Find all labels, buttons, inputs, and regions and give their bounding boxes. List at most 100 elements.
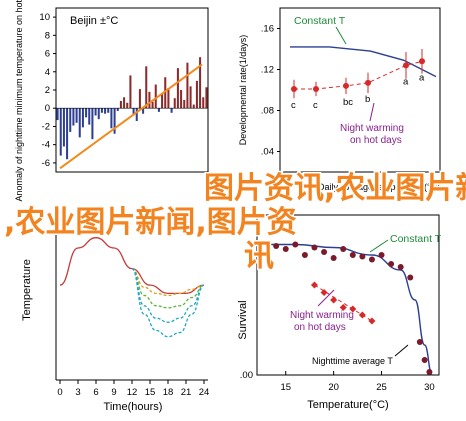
bar — [145, 66, 148, 109]
panel-bottom-right: Survival Temperature(°C) 15 20 25 30 .00 Con… — [237, 214, 442, 411]
annotation-night2: on hot days — [294, 322, 346, 333]
survival-point — [421, 357, 428, 363]
x-tick-label: 30 — [424, 382, 435, 393]
point-label: bc — [343, 97, 353, 108]
bar — [104, 108, 107, 114]
bar — [126, 102, 129, 109]
y-axis-label: Survival — [237, 300, 249, 339]
annotation-arrow — [369, 102, 375, 122]
y-axis-label: Temperature — [21, 259, 33, 321]
survival-point — [416, 339, 423, 345]
annotation-arrow — [369, 239, 389, 253]
watermark-line-2: ,农业图片新闻,图片资 — [4, 205, 297, 240]
y-tick-label: 2 — [45, 85, 50, 96]
point-label: a — [403, 76, 409, 87]
data-point — [419, 58, 425, 65]
y-tick-label: 0 — [45, 103, 50, 114]
panel-frame — [55, 7, 209, 173]
bar — [59, 108, 62, 156]
bars — [56, 57, 208, 160]
bar — [78, 108, 81, 138]
survival-point — [349, 252, 356, 258]
bar — [189, 86, 192, 109]
bar — [138, 89, 141, 109]
point-label: b — [365, 94, 370, 105]
bar — [186, 62, 189, 109]
bar — [167, 88, 170, 109]
data-points — [273, 241, 433, 375]
point-label: c — [313, 100, 318, 111]
night-warming-point — [349, 305, 357, 313]
y-ticks: .16 .12 .08 .04 — [261, 24, 280, 158]
panel-title: Beijin ±°C — [70, 15, 118, 27]
night-warming-point — [310, 281, 318, 289]
bar — [135, 108, 138, 121]
x-tick-label: 9 — [111, 387, 116, 398]
bar — [183, 100, 186, 109]
y-tick-label: .04 — [261, 147, 274, 158]
y-tick-label: .00 — [240, 370, 253, 381]
annotation-constant: Constant T — [294, 15, 346, 27]
annotation-night1: Night warming — [290, 310, 354, 321]
series-line — [131, 267, 205, 323]
bar — [62, 108, 65, 147]
x-tick-label: 15 — [145, 387, 156, 398]
x-axis-label: Temperature(°C) — [307, 399, 388, 411]
x-tick-label: 21 — [181, 387, 192, 398]
constant-t-line — [290, 46, 437, 78]
bar — [202, 97, 205, 109]
bar — [107, 108, 110, 113]
x-tick-label: 24 — [199, 387, 210, 398]
panel-frame — [279, 7, 441, 173]
bar — [205, 87, 208, 109]
bar — [176, 68, 179, 109]
bar — [148, 91, 151, 109]
bar — [56, 108, 59, 121]
bar — [110, 108, 113, 129]
survival-point — [426, 369, 433, 375]
bar — [123, 97, 126, 109]
dashed-fit — [294, 60, 423, 90]
y-ticks: 10 8 6 4 2 0 -2 -4 -6 — [39, 12, 56, 169]
night-warming-point — [339, 304, 347, 311]
night-warming-point — [358, 311, 366, 319]
annotation-bottom: Nighttime average T — [312, 356, 393, 366]
y-tick-label: -6 — [42, 158, 50, 169]
bar — [195, 80, 198, 109]
survival-point — [359, 253, 366, 260]
y-tick-label: .16 — [261, 24, 274, 35]
bar — [129, 75, 132, 109]
bar — [113, 108, 116, 134]
bar — [157, 108, 160, 112]
survival-point — [282, 246, 289, 252]
bar — [85, 108, 88, 118]
bar — [161, 93, 164, 109]
annotation-night2: on hot days — [350, 135, 402, 146]
y-tick-label: .12 — [261, 65, 274, 76]
x-axis-label: Time(hours) — [104, 401, 163, 413]
survival-point — [330, 255, 337, 261]
survival-point — [311, 244, 318, 251]
point-label: a — [419, 72, 425, 83]
series-line — [59, 237, 205, 295]
bar — [75, 108, 78, 123]
survival-point — [301, 252, 308, 258]
survival-point — [273, 243, 280, 249]
survival-point — [388, 261, 395, 267]
y-tick-label: 10 — [39, 12, 50, 23]
bar — [192, 104, 195, 109]
bar — [132, 108, 135, 116]
bar — [154, 84, 157, 109]
bar — [69, 108, 72, 132]
bar — [72, 108, 75, 126]
x-tick-label: 20 — [328, 382, 339, 393]
night-warming-point — [320, 289, 328, 296]
night-warming-point — [330, 296, 338, 304]
ticks: 15 20 25 30 .00 — [240, 370, 435, 393]
survival-point — [321, 249, 328, 255]
survival-point — [397, 264, 404, 270]
bar — [180, 90, 183, 109]
x-tick-label: 15 — [280, 382, 291, 393]
bar — [151, 101, 154, 109]
bar — [88, 108, 91, 125]
